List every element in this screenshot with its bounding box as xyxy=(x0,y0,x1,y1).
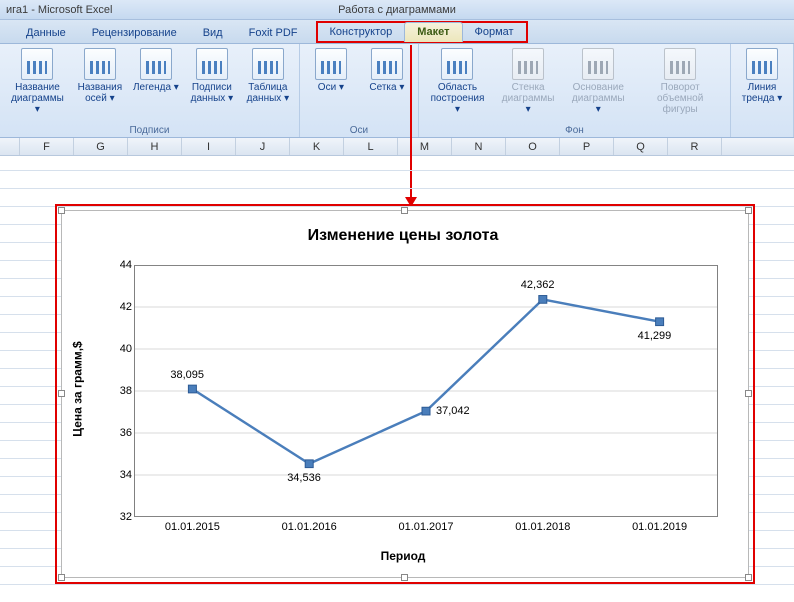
ribbon-icon xyxy=(196,48,228,80)
ribbon-button: Поворотобъемной фигуры xyxy=(634,46,726,117)
column-header[interactable]: P xyxy=(560,138,614,155)
y-axis-ticks: 32343638404244 xyxy=(110,265,132,517)
y-tick: 32 xyxy=(120,511,132,523)
ribbon-label: Линиятренда ▾ xyxy=(742,82,782,104)
group-label: Подписи xyxy=(129,125,169,137)
annotation-frame: Изменение цены золота Цена за грамм,$ 32… xyxy=(55,204,755,584)
tab-формат[interactable]: Формат xyxy=(463,23,526,42)
y-tick: 38 xyxy=(120,385,132,397)
ribbon-label: Поворотобъемной фигуры xyxy=(638,82,722,115)
ribbon-button[interactable]: Подписиданных ▾ xyxy=(185,46,239,106)
ribbon-button[interactable]: Оси ▾ xyxy=(304,46,358,95)
column-header[interactable]: O xyxy=(506,138,560,155)
context-tab-group: КонструкторМакетФормат xyxy=(316,21,528,43)
ribbon-button[interactable]: Линиятренда ▾ xyxy=(735,46,789,106)
tab-конструктор[interactable]: Конструктор xyxy=(318,23,405,42)
column-header[interactable]: N xyxy=(452,138,506,155)
context-title: Работа с диаграммами xyxy=(338,4,456,16)
x-tick: 01.01.2019 xyxy=(632,521,687,533)
worksheet-grid[interactable]: Изменение цены золота Цена за грамм,$ 32… xyxy=(0,156,794,602)
column-header[interactable]: Q xyxy=(614,138,668,155)
column-header[interactable]: F xyxy=(20,138,74,155)
column-header[interactable]: G xyxy=(74,138,128,155)
data-label[interactable]: 38,095 xyxy=(170,369,204,381)
ribbon-label: Подписиданных ▾ xyxy=(191,82,233,104)
x-tick: 01.01.2016 xyxy=(282,521,337,533)
column-header[interactable]: M xyxy=(398,138,452,155)
ribbon-button[interactable]: Сетка ▾ xyxy=(360,46,414,95)
y-tick: 42 xyxy=(120,301,132,313)
column-header[interactable]: J xyxy=(236,138,290,155)
ribbon-button[interactable]: Таблицаданных ▾ xyxy=(241,46,295,106)
tab-макет[interactable]: Макет xyxy=(404,22,462,42)
ribbon-label: Названиедиаграммы ▾ xyxy=(8,82,67,115)
ribbon-icon xyxy=(441,48,473,80)
y-tick: 34 xyxy=(120,469,132,481)
chart-title[interactable]: Изменение цены золота xyxy=(72,227,734,245)
data-label[interactable]: 34,536 xyxy=(287,472,321,484)
ribbon-label: Легенда ▾ xyxy=(133,82,179,93)
ribbon-icon xyxy=(582,48,614,80)
column-headers: FGHIJKLMNOPQR xyxy=(0,138,794,156)
ribbon-label: Оси ▾ xyxy=(318,82,344,93)
ribbon-label: Областьпостроения ▾ xyxy=(427,82,488,115)
ribbon-icon xyxy=(140,48,172,80)
x-axis-title[interactable]: Период xyxy=(72,549,734,563)
tab-вид[interactable]: Вид xyxy=(191,24,235,43)
column-header[interactable]: L xyxy=(344,138,398,155)
ribbon-icon xyxy=(315,48,347,80)
ribbon-icon xyxy=(371,48,403,80)
tab-данные[interactable]: Данные xyxy=(14,24,78,43)
x-axis-ticks: 01.01.2015 01.01.2016 01.01.2017 01.01.2018… xyxy=(134,521,718,535)
column-header[interactable]: K xyxy=(290,138,344,155)
ribbon-group: Линиятренда ▾ xyxy=(731,44,794,137)
ribbon-icon xyxy=(252,48,284,80)
ribbon-label: Сетка ▾ xyxy=(369,82,404,93)
workbook-title: ига1 - Microsoft Excel xyxy=(6,4,113,16)
y-tick: 36 xyxy=(120,427,132,439)
plot-area[interactable]: 38,095 34,536 37,042 42,362 41,299 xyxy=(134,265,718,517)
column-header[interactable]: I xyxy=(182,138,236,155)
column-header[interactable]: H xyxy=(128,138,182,155)
ribbon-icon xyxy=(512,48,544,80)
column-header[interactable]: R xyxy=(668,138,722,155)
data-label[interactable]: 37,042 xyxy=(436,405,470,417)
ribbon-label: Стенкадиаграммы ▾ xyxy=(498,82,558,115)
ribbon-group: Оси ▾ Сетка ▾ Оси xyxy=(300,44,419,137)
tab-foxit pdf[interactable]: Foxit PDF xyxy=(237,24,310,43)
ribbon-label: Названияосей ▾ xyxy=(78,82,123,104)
ribbon-group: Областьпостроения ▾ Стенкадиаграммы ▾ Осно… xyxy=(419,44,731,137)
ribbon-button: Стенкадиаграммы ▾ xyxy=(494,46,562,117)
ribbon-label: Таблицаданных ▾ xyxy=(247,82,289,104)
x-tick: 01.01.2017 xyxy=(398,521,453,533)
y-tick: 44 xyxy=(120,259,132,271)
chart-object[interactable]: Изменение цены золота Цена за грамм,$ 32… xyxy=(61,210,749,578)
ribbon-group: Названиедиаграммы ▾ Названияосей ▾ Легенда… xyxy=(0,44,300,137)
data-label[interactable]: 41,299 xyxy=(638,330,672,342)
ribbon-label: Основаниедиаграммы ▾ xyxy=(568,82,628,115)
ribbon-tabs: ДанныеРецензированиеВидFoxit PDF Конструк… xyxy=(0,20,794,44)
y-tick: 40 xyxy=(120,343,132,355)
ribbon-icon xyxy=(664,48,696,80)
ribbon-button[interactable]: Легенда ▾ xyxy=(129,46,183,95)
ribbon-button[interactable]: Областьпостроения ▾ xyxy=(423,46,492,117)
ribbon-button[interactable]: Названияосей ▾ xyxy=(73,46,127,106)
tab-рецензирование[interactable]: Рецензирование xyxy=(80,24,189,43)
title-bar: ига1 - Microsoft Excel Работа с диаграмм… xyxy=(0,0,794,20)
ribbon-button: Основаниедиаграммы ▾ xyxy=(564,46,632,117)
ribbon-icon xyxy=(746,48,778,80)
data-label[interactable]: 42,362 xyxy=(521,279,555,291)
chart-svg xyxy=(134,265,718,517)
y-axis-title[interactable]: Цена за грамм,$ xyxy=(70,261,86,517)
chart-area: Изменение цены золота Цена за грамм,$ 32… xyxy=(72,221,734,567)
ribbon-icon xyxy=(21,48,53,80)
x-tick: 01.01.2018 xyxy=(515,521,570,533)
x-tick: 01.01.2015 xyxy=(165,521,220,533)
ribbon: Названиедиаграммы ▾ Названияосей ▾ Легенда… xyxy=(0,44,794,138)
ribbon-icon xyxy=(84,48,116,80)
group-label: Оси xyxy=(350,125,368,137)
ribbon-button[interactable]: Названиедиаграммы ▾ xyxy=(4,46,71,117)
group-label: Фон xyxy=(565,125,584,137)
